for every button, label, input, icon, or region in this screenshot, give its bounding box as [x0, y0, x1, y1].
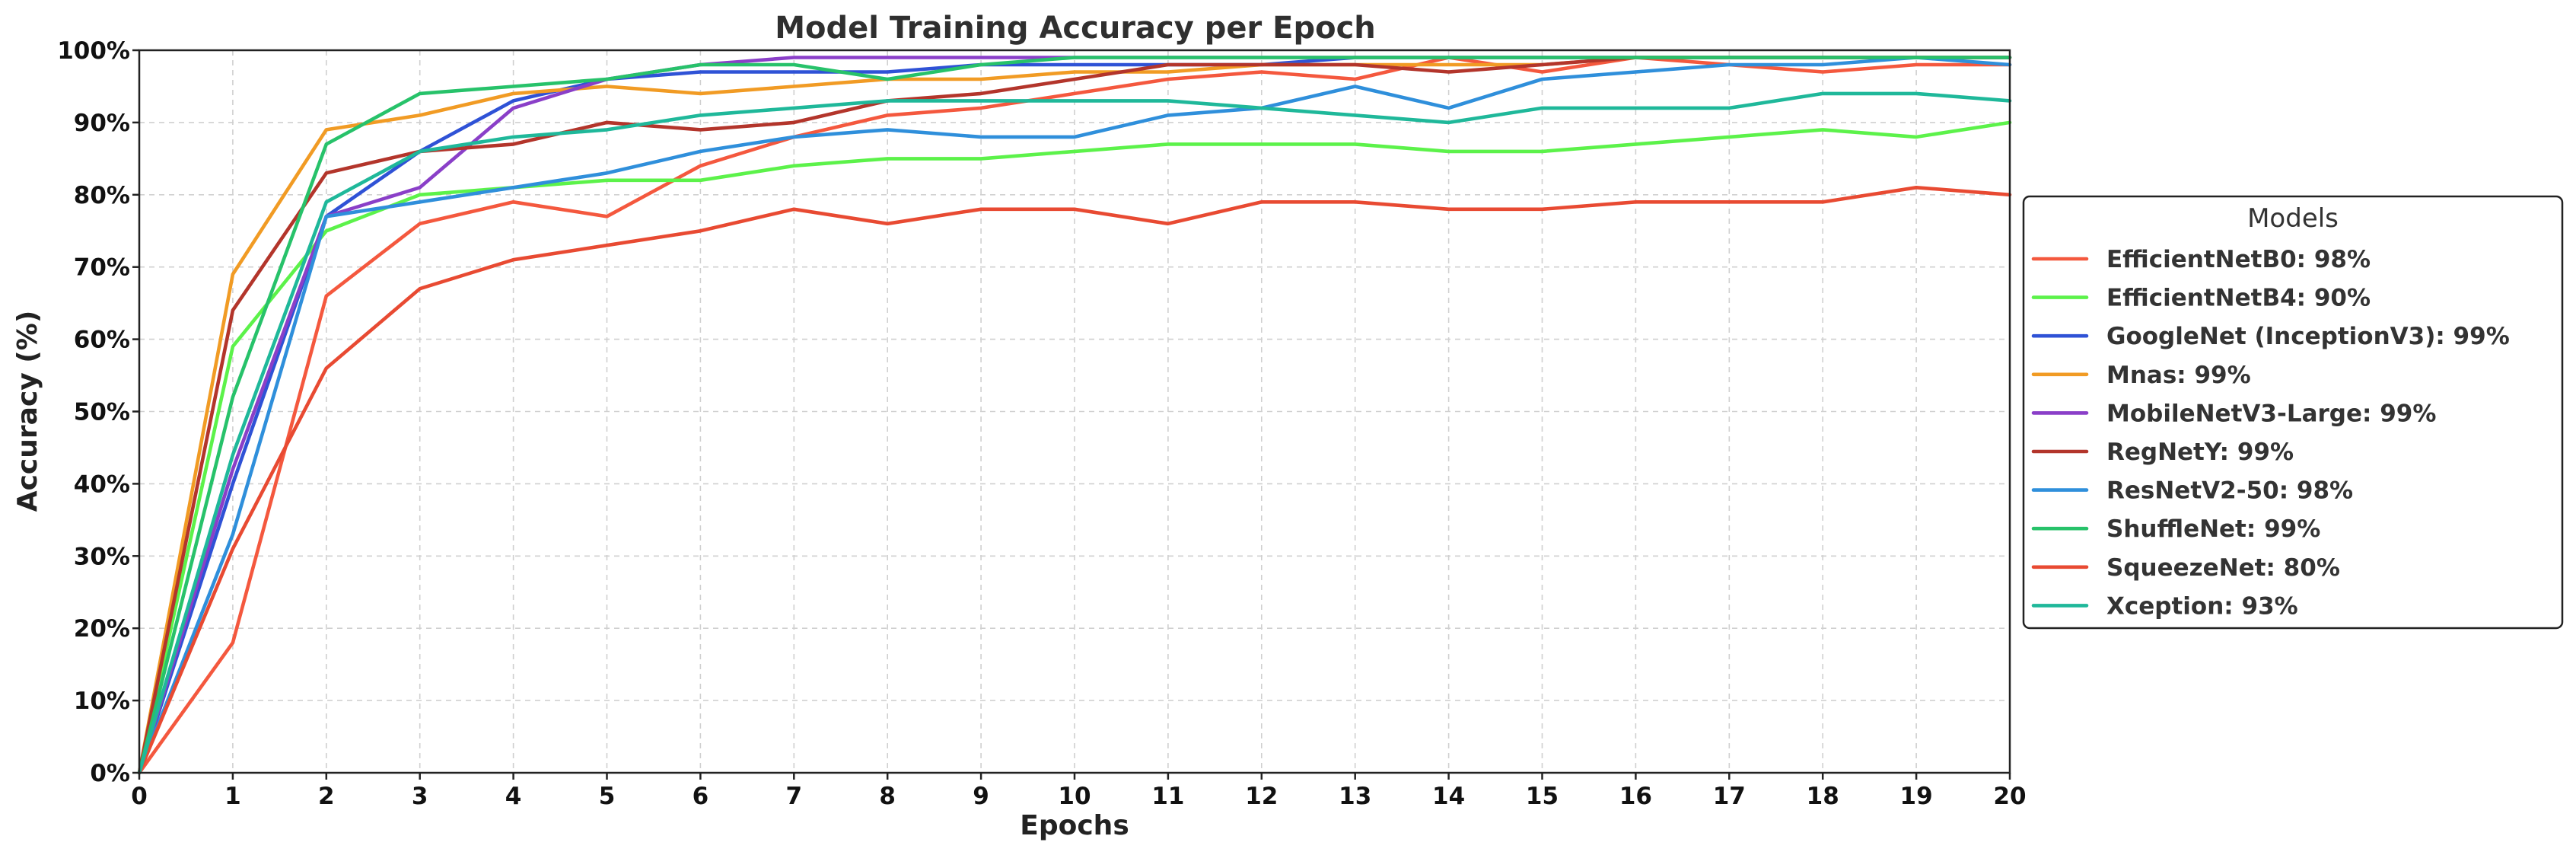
y-tick-label: 90%	[74, 110, 130, 137]
x-axis-ticks: 0 1 2 3 4 5 6 7 8 9 10 11 12 13 14 15 16 17 18 19 20	[131, 773, 2027, 810]
x-tick-label: 2	[318, 783, 335, 810]
x-tick-label: 12	[1245, 783, 1278, 810]
legend-title: Models	[2247, 203, 2339, 234]
chart-title: Model Training Accuracy per Epoch	[775, 11, 1376, 46]
legend-entry: MobileNetV3-Large: 99%	[2106, 400, 2436, 427]
x-tick-label: 17	[1713, 783, 1746, 810]
legend-entry: ResNetV2-50: 98%	[2106, 477, 2353, 505]
series-line-10	[137, 91, 2012, 775]
legend-entry: EfficientNetB4: 90%	[2106, 285, 2371, 312]
series-line-1	[137, 56, 2012, 775]
y-tick-label: 100%	[57, 37, 130, 65]
x-tick-label: 11	[1151, 783, 1184, 810]
x-axis-label: Epochs	[1020, 810, 1129, 841]
legend-entry: Xception: 93%	[2106, 592, 2298, 620]
y-tick-label: 50%	[74, 399, 130, 426]
y-tick-label: 30%	[74, 543, 130, 570]
y-tick-label: 10%	[74, 688, 130, 715]
legend-entry: Mnas: 99%	[2106, 362, 2251, 389]
x-tick-label: 9	[973, 783, 989, 810]
y-axis-label: Accuracy (%)	[12, 311, 43, 512]
series-line-2	[137, 120, 2012, 775]
y-tick-label: 80%	[74, 182, 130, 209]
y-tick-label: 70%	[74, 254, 130, 282]
legend-entry: SqueezeNet: 80%	[2106, 554, 2340, 582]
y-tick-label: 0%	[90, 760, 130, 787]
grid-lines	[139, 49, 2011, 774]
legend-frame	[2022, 195, 2564, 630]
y-tick-label: 20%	[74, 615, 130, 643]
y-tick-label: 60%	[74, 327, 130, 354]
series-line-7	[137, 56, 2012, 775]
x-tick-label: 4	[505, 783, 522, 810]
legend-entry: EfficientNetB0: 98%	[2106, 246, 2371, 273]
x-tick-label: 16	[1619, 783, 1652, 810]
x-tick-label: 8	[879, 783, 896, 810]
y-tick-label: 40%	[74, 471, 130, 498]
y-axis-ticks: 0% 10% 20% 30% 40% 50% 60% 70% 80% 90% 100%	[57, 37, 139, 787]
x-tick-label: 3	[412, 783, 428, 810]
legend: Models EfficientNetB0: 98% EfficientNetB4…	[2022, 195, 2564, 630]
series-line-8	[137, 56, 2012, 775]
legend-entry: GoogleNet (InceptionV3): 99%	[2106, 323, 2510, 350]
x-tick-label: 10	[1058, 783, 1091, 810]
x-tick-label: 5	[599, 783, 616, 810]
x-tick-label: 19	[1900, 783, 1933, 810]
x-tick-label: 18	[1807, 783, 1839, 810]
series-line-9	[137, 186, 2012, 775]
x-tick-label: 14	[1432, 783, 1465, 810]
x-tick-label: 20	[1993, 783, 2026, 810]
legend-entry: RegNetY: 99%	[2106, 439, 2294, 466]
x-tick-label: 7	[786, 783, 803, 810]
x-tick-label: 1	[224, 783, 241, 810]
legend-entry: ShuffleNet: 99%	[2106, 515, 2320, 543]
series-lines	[137, 56, 2012, 775]
x-tick-label: 15	[1526, 783, 1559, 810]
x-tick-label: 0	[131, 783, 148, 810]
legend-items: EfficientNetB0: 98% EfficientNetB4: 90% Go…	[2031, 246, 2510, 620]
x-tick-label: 6	[693, 783, 709, 810]
x-tick-label: 13	[1339, 783, 1371, 810]
